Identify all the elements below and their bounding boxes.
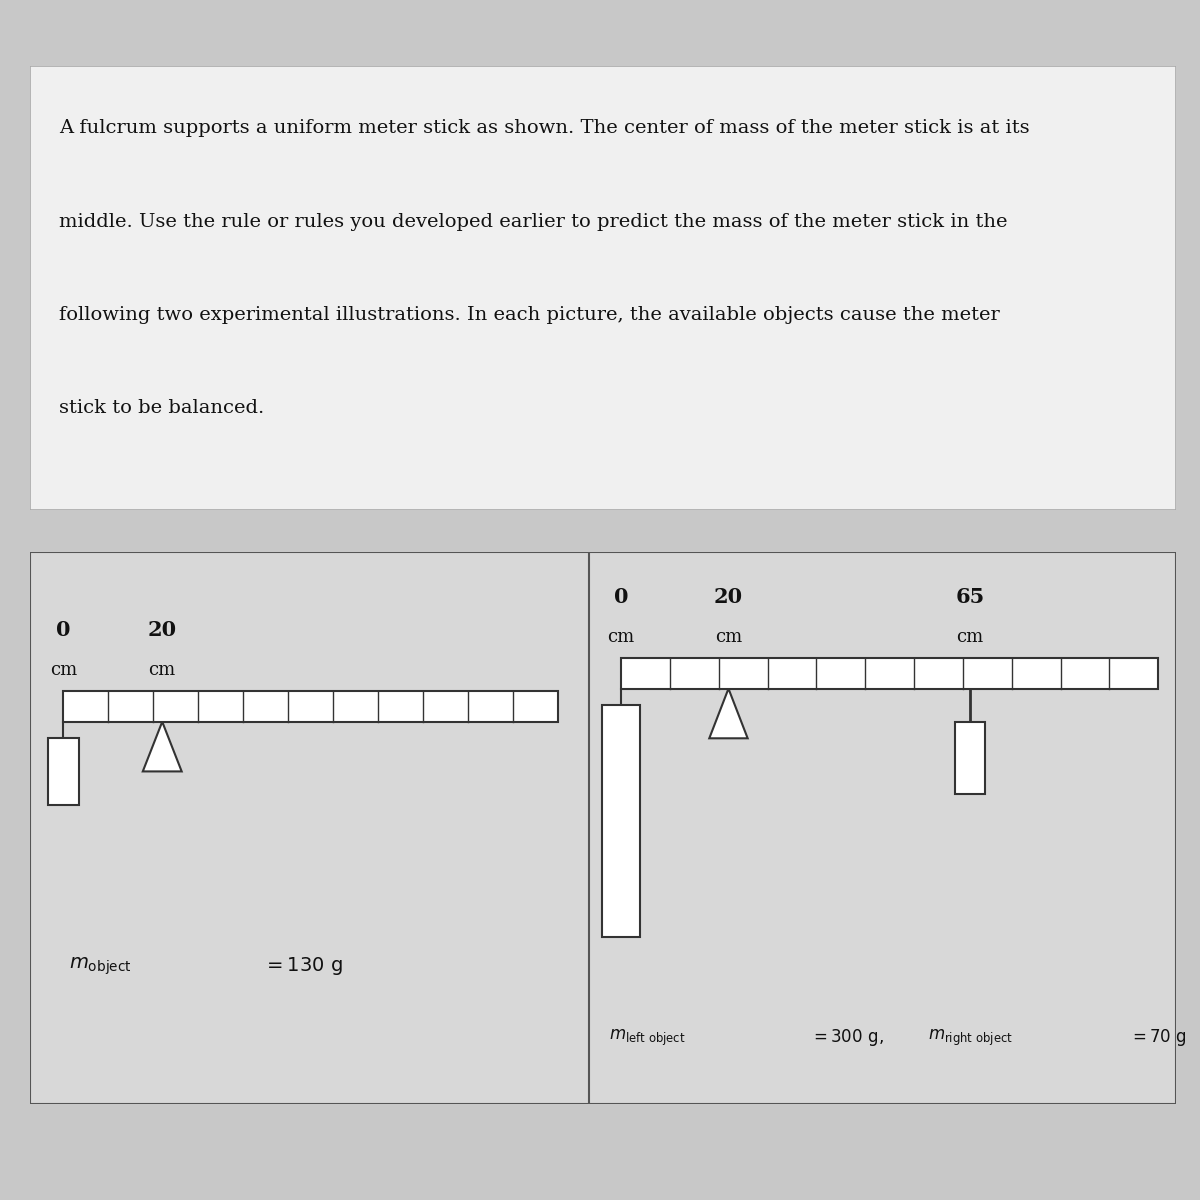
Bar [955,721,985,793]
Text: $m_{\rm right\ object}$: $m_{\rm right\ object}$ [928,1027,1013,1048]
Text: A fulcrum supports a uniform meter stick as shown. The center of mass of the met: A fulcrum supports a uniform meter stick… [59,119,1030,137]
Text: cm: cm [956,628,984,646]
Polygon shape [143,721,181,772]
Text: 20: 20 [148,620,176,641]
Text: 0: 0 [56,620,71,641]
Text: 20: 20 [714,587,743,607]
Text: cm: cm [49,661,77,679]
Text: $= 130\ \rm g$: $= 130\ \rm g$ [263,955,343,977]
Bar [64,691,558,721]
Text: $m_{\rm object}$: $m_{\rm object}$ [68,955,132,977]
Text: following two experimental illustrations. In each picture, the available objects: following two experimental illustrations… [59,306,1000,324]
Text: cm: cm [607,628,635,646]
Text: 0: 0 [613,587,629,607]
Bar [622,659,1158,689]
Text: cm: cm [149,661,176,679]
Text: $m_{\rm left\ object}$: $m_{\rm left\ object}$ [610,1027,686,1048]
Bar [48,738,79,804]
Text: stick to be balanced.: stick to be balanced. [59,398,264,416]
Polygon shape [709,689,748,738]
Text: $= 70\ \rm g$: $= 70\ \rm g$ [1129,1027,1187,1049]
Text: 65: 65 [955,587,985,607]
Bar [602,706,641,937]
Text: middle. Use the rule or rules you developed earlier to predict the mass of the m: middle. Use the rule or rules you develo… [59,212,1007,230]
Text: $= 300\ \rm g,$: $= 300\ \rm g,$ [810,1027,883,1049]
Text: cm: cm [715,628,742,646]
